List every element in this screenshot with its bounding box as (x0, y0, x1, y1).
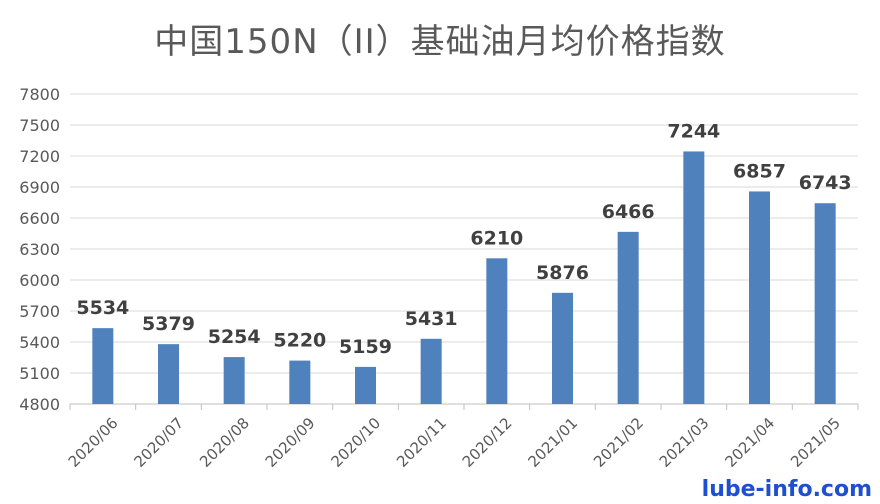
data-label: 5534 (76, 297, 129, 319)
y-tick-label: 6600 (19, 209, 60, 228)
x-tick-label: 2020/12 (459, 414, 516, 471)
watermark: lube-info.com (701, 477, 872, 502)
bar (355, 366, 376, 404)
data-label: 6210 (470, 227, 523, 249)
x-tick-label: 2020/10 (327, 414, 384, 471)
bar (158, 344, 179, 404)
y-tick-label: 5100 (19, 364, 60, 383)
data-label: 6857 (733, 160, 786, 182)
x-tick-label: 2021/02 (590, 414, 647, 471)
x-tick-label: 2021/05 (787, 414, 844, 471)
bar (486, 258, 508, 404)
x-tick-label: 2020/09 (262, 414, 319, 471)
x-tick-label: 2021/04 (721, 414, 778, 471)
y-tick-label: 6300 (19, 240, 60, 259)
data-label: 5876 (536, 262, 589, 284)
data-label: 6743 (799, 172, 852, 194)
x-tick-label: 2020/06 (65, 414, 122, 471)
data-label: 5254 (208, 326, 261, 348)
y-tick-label: 4800 (19, 395, 60, 414)
data-label: 7244 (667, 120, 720, 142)
x-tick-label: 2020/07 (130, 414, 187, 471)
bar (683, 151, 705, 404)
y-tick-label: 7200 (19, 147, 60, 166)
x-tick-label: 2020/11 (393, 414, 450, 471)
data-label: 6466 (602, 201, 655, 223)
bar (92, 328, 114, 404)
data-label: 5159 (339, 336, 392, 358)
bar (552, 292, 573, 404)
bar (617, 231, 639, 404)
data-label: 5379 (142, 313, 195, 335)
data-label: 5220 (273, 330, 326, 352)
bar (289, 360, 311, 404)
x-tick-label: 2020/08 (196, 414, 253, 471)
y-tick-label: 6000 (19, 271, 60, 290)
x-tick-label: 2021/01 (524, 414, 581, 471)
bar (814, 203, 836, 404)
bar (749, 191, 770, 404)
x-tick-label: 2021/03 (656, 414, 713, 471)
data-label: 5431 (405, 308, 458, 330)
bar (420, 338, 442, 404)
y-tick-label: 7500 (19, 116, 60, 135)
y-tick-label: 5700 (19, 302, 60, 321)
chart-title: 中国150N（II）基础油月均价格指数 (154, 22, 726, 62)
bar (223, 357, 245, 404)
y-tick-label: 7800 (19, 85, 60, 104)
y-tick-label: 6900 (19, 178, 60, 197)
y-tick-label: 5400 (19, 333, 60, 352)
